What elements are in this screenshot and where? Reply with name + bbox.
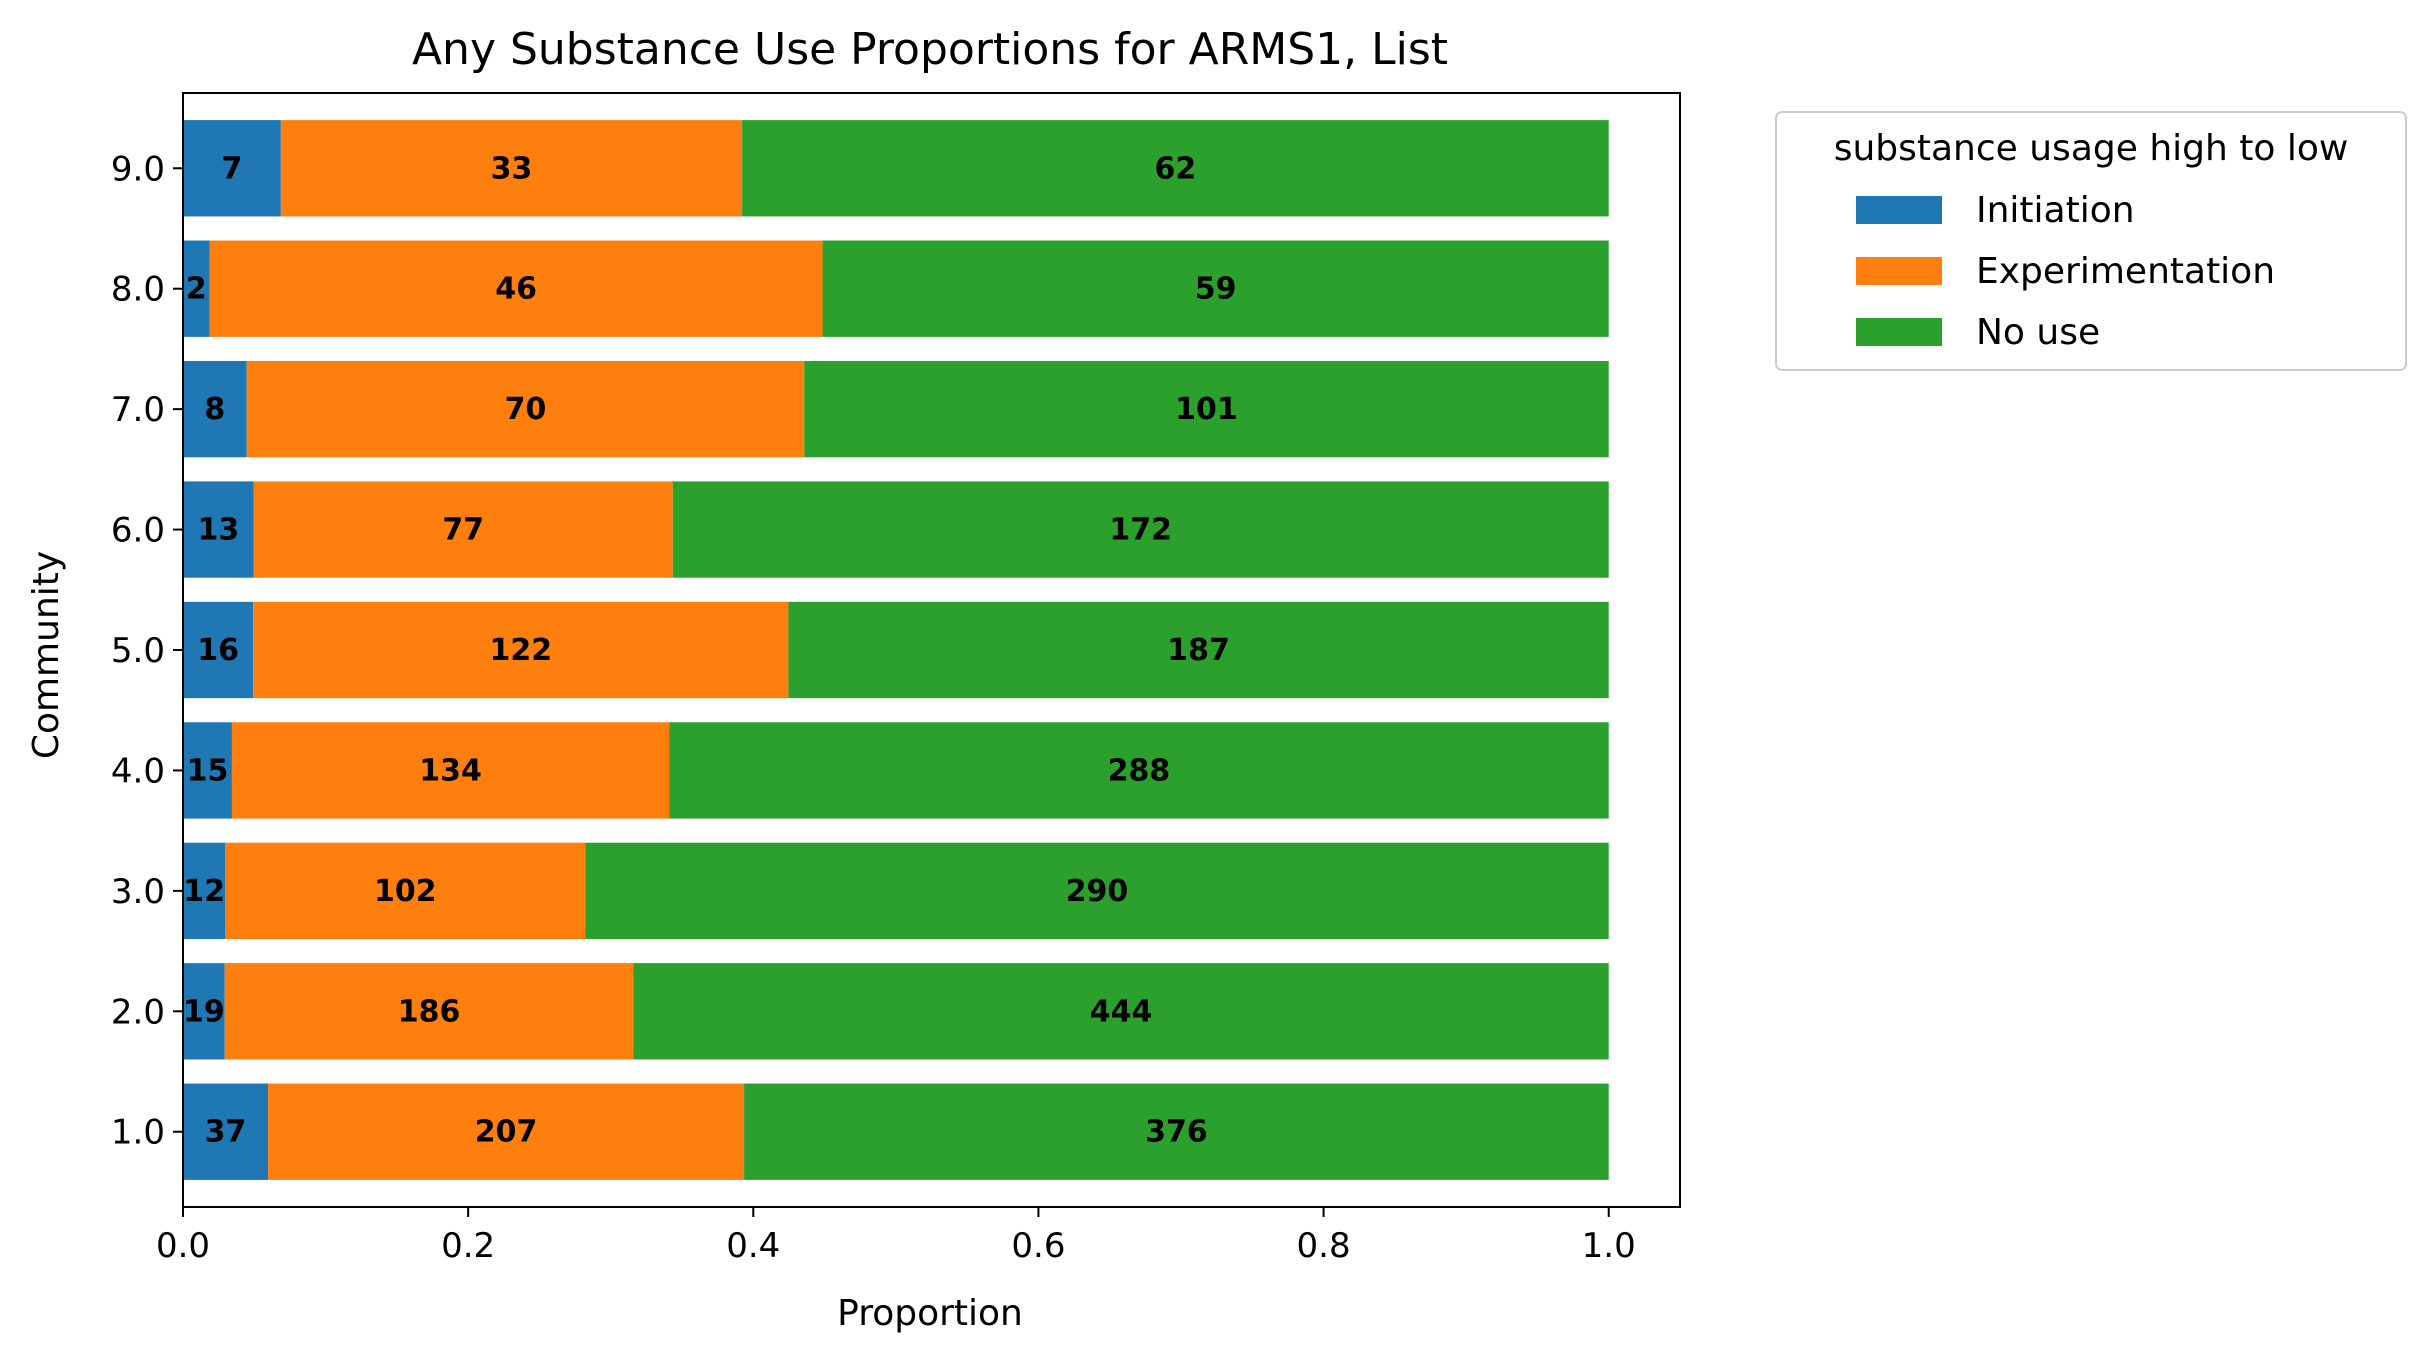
bar-value-label: 7 xyxy=(221,151,242,186)
x-tick-label: 0.8 xyxy=(1297,1226,1351,1266)
bar-segment xyxy=(183,1083,269,1180)
bar-value-label: 15 xyxy=(187,753,229,788)
axes-layer: 1.0 2.0 3.0 4.0 5.0 6.0 7.0 8.0 9.0 0.0 0.2 0.4 0.6 0… xyxy=(111,92,1681,1266)
bar-segment xyxy=(253,601,789,699)
legend-entry-label: Experimentation xyxy=(1976,251,2275,292)
y-tick-label: 1.0 xyxy=(111,1113,165,1153)
bar-value-label: 134 xyxy=(419,753,482,788)
bar-value-label: 77 xyxy=(442,513,484,548)
bar-value-label: 207 xyxy=(475,1115,538,1150)
bar-value-label: 8 xyxy=(204,392,225,427)
bar-segment xyxy=(822,240,1609,337)
bars-layer: 37 207 376 19 186 444 12 102 290 15 134 288 16 122 187… xyxy=(183,120,1609,1180)
legend-title: substance usage high to low xyxy=(1834,128,2349,169)
y-tick-label: 3.0 xyxy=(111,872,165,912)
bar-value-label: 46 xyxy=(495,272,537,307)
bar-value-label: 444 xyxy=(1090,994,1153,1029)
bar-value-label: 70 xyxy=(505,392,547,427)
bar-value-label: 187 xyxy=(1167,633,1230,668)
bar-segment xyxy=(742,120,1609,217)
bar-value-label: 172 xyxy=(1109,513,1172,548)
bar-value-label: 62 xyxy=(1155,151,1197,186)
bar-segment xyxy=(669,722,1609,819)
chart-title: Any Substance Use Proportions for ARMS1,… xyxy=(412,24,1448,75)
bar-segment xyxy=(253,481,673,578)
bar-segment xyxy=(744,1083,1609,1180)
bar-segment xyxy=(183,601,254,699)
bar-segment xyxy=(183,240,210,337)
bar-segment xyxy=(183,360,247,458)
bar-value-label: 122 xyxy=(489,633,552,668)
bar-value-label: 37 xyxy=(205,1115,247,1150)
bar-value-label: 101 xyxy=(1175,392,1238,427)
y-tick-label: 6.0 xyxy=(111,511,165,551)
bar-segment xyxy=(246,360,805,458)
legend-entry-label: Initiation xyxy=(1976,190,2135,231)
x-tick-label: 1.0 xyxy=(1582,1226,1636,1266)
x-tick-label: 0.2 xyxy=(441,1226,495,1266)
bar-value-label: 288 xyxy=(1108,753,1171,788)
bar-segment xyxy=(183,722,232,819)
bar-value-label: 290 xyxy=(1066,874,1129,909)
bar-segment xyxy=(209,240,823,337)
legend-swatch xyxy=(1856,318,1942,346)
bar-segment xyxy=(183,120,281,217)
bar-value-label: 2 xyxy=(186,272,207,307)
y-tick-label: 8.0 xyxy=(111,270,165,310)
bar-segment xyxy=(225,842,586,940)
legend-entry-label: No use xyxy=(1976,312,2100,353)
x-axis-label: Proportion xyxy=(837,1293,1023,1334)
legend-swatch xyxy=(1856,257,1942,285)
bar-segment xyxy=(280,120,743,217)
bar-value-label: 13 xyxy=(197,513,239,548)
bar-value-label: 16 xyxy=(197,633,239,668)
x-tick-label: 0.4 xyxy=(726,1226,780,1266)
bar-segment xyxy=(585,842,1609,940)
bar-segment xyxy=(231,722,670,819)
y-tick-label: 2.0 xyxy=(111,992,165,1032)
bar-value-label: 376 xyxy=(1145,1115,1208,1150)
plot-frame xyxy=(182,92,1681,1208)
bar-value-label: 12 xyxy=(183,874,225,909)
bar-segment xyxy=(183,963,225,1060)
bar-value-label: 186 xyxy=(398,994,461,1029)
legend-box xyxy=(1775,111,2407,371)
y-tick-label: 5.0 xyxy=(111,631,165,671)
y-tick-label: 9.0 xyxy=(111,149,165,189)
bar-value-label: 33 xyxy=(491,151,533,186)
bar-segment xyxy=(672,481,1609,578)
x-tick-label: 0.0 xyxy=(156,1226,210,1266)
bar-value-label: 59 xyxy=(1195,272,1237,307)
bar-segment xyxy=(224,963,634,1060)
x-tick-label: 0.6 xyxy=(1011,1226,1065,1266)
bar-value-label: 102 xyxy=(374,874,437,909)
bar-segment xyxy=(183,842,226,940)
y-tick-label: 7.0 xyxy=(111,390,165,430)
legend-swatch xyxy=(1856,196,1942,224)
bar-segment xyxy=(633,963,1609,1060)
bar-segment xyxy=(788,601,1609,699)
bar-value-label: 19 xyxy=(183,994,225,1029)
y-axis-label: Community xyxy=(26,551,67,759)
bar-segment xyxy=(268,1083,745,1180)
bar-segment xyxy=(804,360,1609,458)
legend: substance usage high to low Initiation Exp… xyxy=(1775,111,2407,371)
y-tick-label: 4.0 xyxy=(111,751,165,791)
bar-segment xyxy=(183,481,254,578)
